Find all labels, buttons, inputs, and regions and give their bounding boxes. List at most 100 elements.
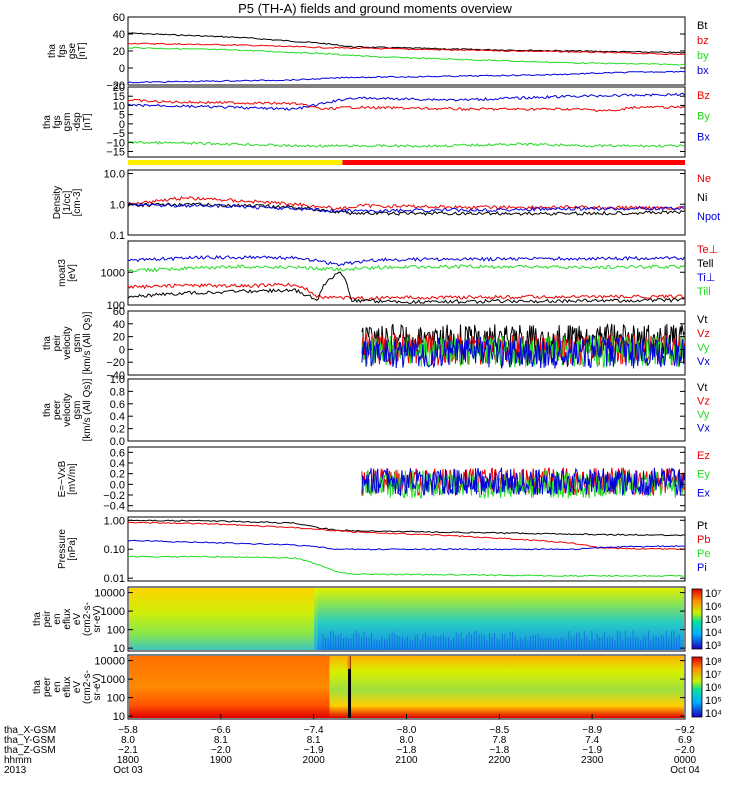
- series-line-Pt: [127, 519, 686, 537]
- ytick-label: 10: [113, 100, 125, 112]
- ytick-label: 0.8: [110, 386, 125, 398]
- series-line-Npot: [127, 202, 685, 214]
- legend-label: Pe: [697, 548, 710, 560]
- legend-label: Pb: [697, 534, 710, 546]
- ytick-label: 40: [113, 29, 125, 41]
- xtick-label: 7.4: [585, 735, 599, 746]
- ytick-label: 20: [113, 46, 125, 58]
- legend-label: Vx: [697, 356, 710, 368]
- ytick-label: 1.00: [104, 515, 125, 527]
- ylabel-line: [km/s (All Qs)]: [82, 378, 93, 441]
- ylabel-line: en: [52, 613, 63, 624]
- legend-label: By: [697, 111, 710, 123]
- ytick-label: −0.2: [103, 490, 125, 502]
- ylabel-line: eV: [72, 613, 83, 626]
- ytick-label: 1000: [101, 606, 125, 618]
- xtick-label: 2300: [581, 755, 604, 766]
- xtick-label: −6.6: [211, 725, 231, 736]
- ytick-label: 100: [107, 625, 125, 637]
- xtick-label: Oct 04: [670, 765, 700, 776]
- series-line-Ey: [361, 468, 685, 500]
- series-line-Ti⊥: [127, 264, 685, 273]
- xtick-label: −2.0: [675, 745, 695, 756]
- ytick-label: 60: [113, 306, 125, 318]
- legend-label: Tell: [697, 258, 714, 270]
- legend-label: Ex: [697, 487, 710, 499]
- series-line-by: [127, 46, 686, 66]
- ytick-label: 10000: [94, 588, 125, 600]
- chart-title: P5 (TH-A) fields and ground moments over…: [238, 1, 512, 16]
- colorbar-tick-label: 10⁶: [705, 601, 722, 613]
- heatmap-band: [129, 588, 314, 650]
- colorbar-tick-label: 10⁶: [705, 682, 722, 694]
- ytick-label: 1000: [101, 267, 125, 279]
- xtick-label: −2.0: [211, 745, 231, 756]
- legend-label: Te⊥: [697, 244, 718, 256]
- series-line-Tell: [127, 271, 685, 305]
- mode-bar-survey: [128, 160, 343, 165]
- ytick-label: 0: [119, 63, 125, 75]
- xtick-label: 1900: [210, 755, 233, 766]
- ylabel-line: velocity: [62, 393, 73, 426]
- ytick-label: 0: [119, 344, 125, 356]
- ylabel-line: sr-eV): [92, 605, 103, 632]
- mode-bar-fast: [342, 160, 685, 165]
- panel-frame: [127, 446, 686, 512]
- ylabel-line: [nPa]: [67, 537, 78, 561]
- ylabel-line: [mV/m]: [67, 463, 78, 495]
- colorbar-tick-label: 10³: [705, 640, 721, 652]
- series-line-Bx: [127, 92, 685, 111]
- xtick-label: −1.8: [489, 745, 509, 756]
- series-line-Vy: [361, 334, 685, 368]
- ylabel-line: tha: [42, 403, 53, 417]
- ylabel-line: (cm2-s-: [82, 670, 93, 704]
- legend-label: Npot: [697, 211, 720, 223]
- ytick-label: 0.1: [110, 230, 125, 242]
- legend-label: bz: [697, 35, 709, 47]
- series-line-Ex: [361, 467, 685, 497]
- heatmap-band: [317, 588, 684, 650]
- panel-frame: [127, 86, 686, 158]
- ylabel-line: peer: [52, 399, 63, 420]
- xaxis-row-label: tha_Z-GSM: [4, 745, 56, 756]
- ylabel-line: gsm: [72, 401, 83, 420]
- ylabel-line: eV: [72, 681, 83, 694]
- series-line-Bz: [127, 98, 685, 112]
- ylabel-line: fgs: [52, 115, 63, 128]
- series-line-Pe: [127, 555, 686, 578]
- ytick-label: 15: [113, 91, 125, 103]
- xtick-label: −8.0: [397, 725, 417, 736]
- xtick-label: −8.9: [582, 725, 602, 736]
- xaxis-row-label: hhmm: [4, 755, 32, 766]
- ylabel-line: velocity: [62, 326, 73, 359]
- ylabel-line: [km/s (All Qs)]: [82, 311, 93, 374]
- ytick-label: 20: [113, 332, 125, 344]
- ytick-label: 10: [113, 643, 125, 655]
- ylabel-line: eflux: [62, 676, 73, 697]
- legend-label: Ez: [697, 450, 710, 462]
- xtick-label: −5.8: [118, 725, 138, 736]
- ytick-label: 0.2: [110, 424, 125, 436]
- legend-label: Ey: [697, 469, 710, 481]
- xaxis-row-label: tha_Y-GSM: [4, 735, 55, 746]
- ytick-label: −40: [106, 370, 125, 382]
- series-line-Te⊥: [127, 282, 685, 301]
- panel-frame: [127, 16, 686, 86]
- ytick-label: 0.2: [110, 469, 125, 481]
- xaxis-row-label: 2013: [4, 765, 27, 776]
- legend-label: Vt: [697, 314, 707, 326]
- ytick-label: −20: [106, 357, 125, 369]
- colorbar-tick-label: 10⁴: [705, 708, 722, 720]
- ylabel-line: en: [52, 681, 63, 692]
- xtick-label: −9.2: [675, 725, 695, 736]
- ytick-label: 0.10: [104, 544, 125, 556]
- ylabel-line: peir: [42, 610, 53, 627]
- legend-label: Ni: [697, 192, 707, 204]
- series-line-Till: [127, 254, 685, 267]
- ytick-label: 10.0: [104, 169, 125, 181]
- series-line-Pi: [127, 539, 686, 551]
- xtick-label: 8.1: [214, 735, 228, 746]
- legend-label: Vt: [697, 382, 707, 394]
- panel-frame: [127, 586, 686, 652]
